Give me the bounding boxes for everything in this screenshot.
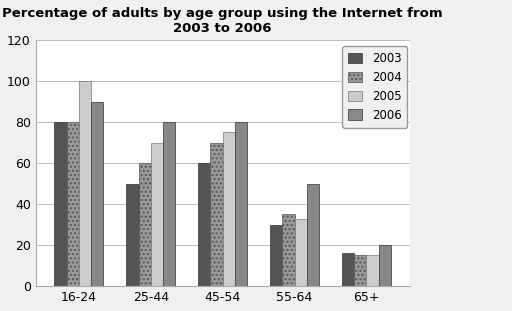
Bar [354, 255, 367, 286]
Legend: 2003, 2004, 2005, 2006: 2003, 2004, 2005, 2006 [342, 46, 408, 128]
Bar [270, 225, 282, 286]
Bar [67, 122, 79, 286]
Bar [282, 215, 294, 286]
Bar [139, 163, 151, 286]
Bar [342, 253, 354, 286]
Bar [367, 255, 379, 286]
Bar [223, 132, 235, 286]
Bar [126, 184, 139, 286]
Bar [210, 143, 223, 286]
Bar [151, 143, 163, 286]
Bar [91, 102, 103, 286]
Bar [54, 122, 67, 286]
Bar [198, 163, 210, 286]
Bar [163, 122, 175, 286]
Bar [294, 219, 307, 286]
Bar [79, 81, 91, 286]
Bar [307, 184, 319, 286]
Title: Percentage of adults by age group using the Internet from
2003 to 2006: Percentage of adults by age group using … [3, 7, 443, 35]
Bar [379, 245, 391, 286]
Bar [235, 122, 247, 286]
